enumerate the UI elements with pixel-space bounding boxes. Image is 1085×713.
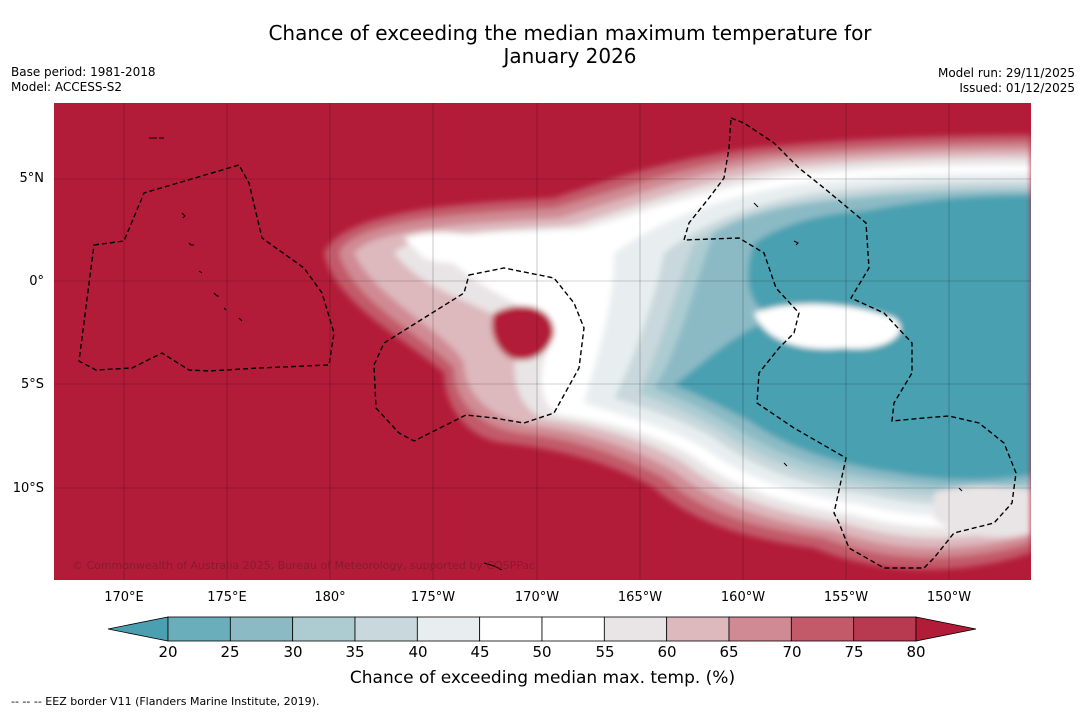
lon-label-170w: 170°W: [502, 590, 572, 605]
base-period: Base period: 1981-2018: [11, 65, 156, 80]
colorbar-cell: [417, 617, 479, 641]
colorbar-cell: [667, 617, 729, 641]
colorbar-tick-50: 50: [522, 643, 562, 661]
lat-label-5n: 5°N: [0, 171, 44, 186]
colorbar-cell: [729, 617, 791, 641]
colorbar-label: Chance of exceeding median max. temp. (%…: [200, 668, 885, 688]
colorbar-tick-20: 20: [148, 643, 188, 661]
lon-label-175w: 175°W: [398, 590, 468, 605]
colorbar-tick-45: 45: [460, 643, 500, 661]
colorbar-cell: [854, 617, 916, 641]
issued-date: Issued: 01/12/2025: [938, 81, 1075, 96]
lat-label-10s: 10°S: [0, 481, 44, 496]
colorbar-tick-75: 75: [834, 643, 874, 661]
colorbar-tick-40: 40: [398, 643, 438, 661]
model-run: Model run: 29/11/2025: [938, 66, 1075, 81]
colorbar-cell: [542, 617, 604, 641]
colorbar-tick-35: 35: [335, 643, 375, 661]
map-area[interactable]: © Commonwealth of Australia 2025, Bureau…: [54, 103, 1031, 580]
lon-label-155w: 155°W: [811, 590, 881, 605]
colorbar-tick-55: 55: [585, 643, 625, 661]
model-name: Model: ACCESS-S2: [11, 80, 156, 95]
colorbar-tick-70: 70: [772, 643, 812, 661]
colorbar-tick-25: 25: [210, 643, 250, 661]
eez-footnote: -- -- -- EEZ border V11 (Flanders Marine…: [11, 695, 319, 708]
colorbar-cell: [293, 617, 355, 641]
colorbar-tick-30: 30: [273, 643, 313, 661]
meta-right: Model run: 29/11/2025 Issued: 01/12/2025: [938, 66, 1075, 96]
lon-label-160w: 160°W: [708, 590, 778, 605]
title-line-2: January 2026: [160, 45, 980, 68]
colorbar-cell: [230, 617, 292, 641]
colorbar-cell: [355, 617, 417, 641]
title-line-1: Chance of exceeding the median maximum t…: [160, 22, 980, 45]
eez-kiribati-gilbert: [79, 165, 334, 371]
colorbar-tick-80: 80: [896, 643, 936, 661]
colorbar-arrow-low: [108, 617, 168, 641]
colorbar-cell: [168, 617, 230, 641]
probability-map: © Commonwealth of Australia 2025, Bureau…: [54, 103, 1031, 580]
lat-label-5s: 5°S: [0, 377, 44, 392]
colorbar-cell: [791, 617, 853, 641]
map-title: Chance of exceeding the median maximum t…: [160, 22, 980, 68]
meta-left: Base period: 1981-2018 Model: ACCESS-S2: [11, 65, 156, 95]
copyright-text: © Commonwealth of Australia 2025, Bureau…: [72, 559, 535, 572]
lon-label-180: 180°: [295, 590, 365, 605]
lat-label-0: 0°: [0, 274, 44, 289]
lon-label-165w: 165°W: [605, 590, 675, 605]
colorbar-cell: [604, 617, 666, 641]
colorbar-tick-60: 60: [647, 643, 687, 661]
lon-label-150w: 150°W: [914, 590, 984, 605]
colorbar-tick-65: 65: [709, 643, 749, 661]
lon-label-170e: 170°E: [89, 590, 159, 605]
lon-label-175e: 175°E: [192, 590, 262, 605]
colorbar-cell: [480, 617, 542, 641]
colorbar-arrow-high: [916, 617, 976, 641]
colorbar: [0, 610, 1085, 646]
